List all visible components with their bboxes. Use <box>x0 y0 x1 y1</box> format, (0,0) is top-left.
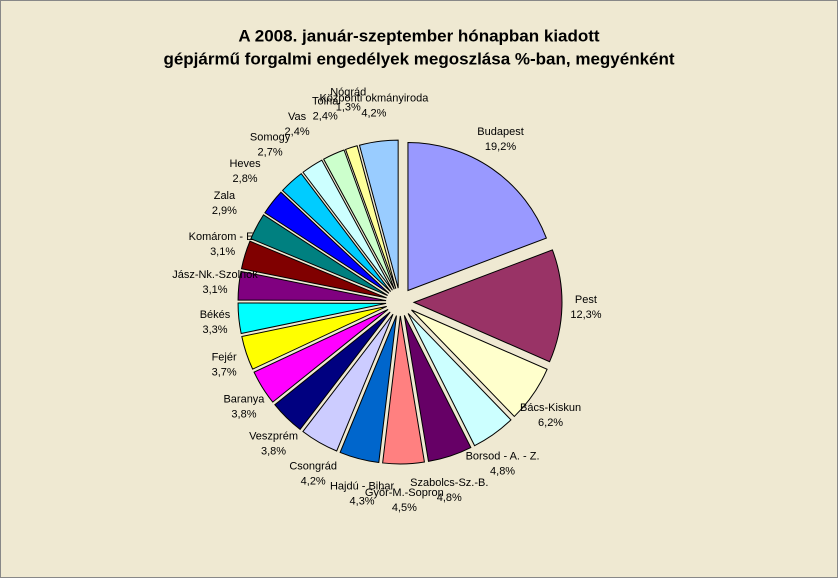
slice-label: Baranya <box>223 394 265 406</box>
slice-label: Jász-Nk.-Szolnok <box>172 269 258 281</box>
pie-slice <box>412 249 563 363</box>
slice-label: Csongrád <box>289 460 337 472</box>
pie-slice <box>322 149 395 290</box>
slice-label: Hajdú - Bihar <box>330 481 395 493</box>
chart-title: gépjármű forgalmi engedélyek megoszlása … <box>163 49 674 68</box>
slice-label: Zala <box>214 190 236 202</box>
pie-slice <box>264 191 390 294</box>
pie-slice <box>407 141 548 292</box>
slice-value-label: 12,3% <box>570 309 601 321</box>
slice-value-label: 2,9% <box>212 205 237 217</box>
slice-value-label: 4,2% <box>361 108 386 120</box>
pie-slice <box>339 315 397 464</box>
pie-slice <box>302 313 394 452</box>
slice-label: Borsod - A. - Z. <box>466 450 540 462</box>
pie-slice <box>403 315 472 462</box>
pie-slice <box>302 159 393 291</box>
slice-value-label: 2,7% <box>258 146 283 158</box>
pie-slice <box>407 313 512 447</box>
slice-value-label: 3,8% <box>261 445 286 457</box>
pie-slice <box>344 145 397 289</box>
pie-slice <box>358 139 399 289</box>
slice-label: Budapest <box>477 126 523 138</box>
slice-label: Fejér <box>212 351 237 363</box>
chart-title: A 2008. január-szeptember hónapban kiado… <box>238 26 600 45</box>
slice-label: Heves <box>229 158 261 170</box>
pie-slice <box>411 309 548 418</box>
slice-label: Komárom - E. <box>189 231 257 243</box>
slice-value-label: 4,8% <box>490 465 515 477</box>
slice-value-label: 3,8% <box>231 409 256 421</box>
pie-slice <box>241 305 387 370</box>
pie-slice <box>250 214 388 296</box>
slice-label: Pest <box>575 294 597 306</box>
slice-label: Vas <box>288 111 307 123</box>
pie-slice <box>237 302 387 335</box>
slice-label: Szabolcs-Sz.-B. <box>410 477 488 489</box>
slice-value-label: 3,7% <box>212 366 237 378</box>
pie-slice <box>281 172 392 292</box>
slice-label: Somogy <box>250 131 291 143</box>
slice-label: Veszprém <box>249 430 298 442</box>
slice-value-label: 1,3% <box>336 102 361 114</box>
slice-value-label: 4,8% <box>437 492 462 504</box>
slice-value-label: 2,4% <box>313 110 338 122</box>
slice-value-label: 19,2% <box>485 141 516 153</box>
pie-slice <box>274 311 391 431</box>
slice-label: Bács-Kiskun <box>520 402 581 414</box>
slice-value-label: 4,3% <box>350 496 375 508</box>
slice-label: Nógrád <box>330 87 366 99</box>
slice-value-label: 6,2% <box>538 417 563 429</box>
slice-value-label: 2,8% <box>233 173 258 185</box>
slice-label: Központi okmányiroda <box>319 93 429 105</box>
pie-slice <box>253 308 389 403</box>
slice-value-label: 3,1% <box>210 246 235 258</box>
slice-label: Békés <box>200 309 231 321</box>
slice-value-label: 4,5% <box>392 502 417 514</box>
pie-slice <box>237 270 387 302</box>
slice-value-label: 2,4% <box>285 126 310 138</box>
slice-value-label: 3,3% <box>202 324 227 336</box>
slice-value-label: 4,2% <box>301 475 326 487</box>
pie-slice <box>382 315 426 465</box>
slice-label: Győr-M.-Sopron <box>365 487 444 499</box>
pie-slice <box>240 240 387 299</box>
slice-value-label: 3,1% <box>202 284 227 296</box>
slice-label: Tolna <box>312 95 339 107</box>
